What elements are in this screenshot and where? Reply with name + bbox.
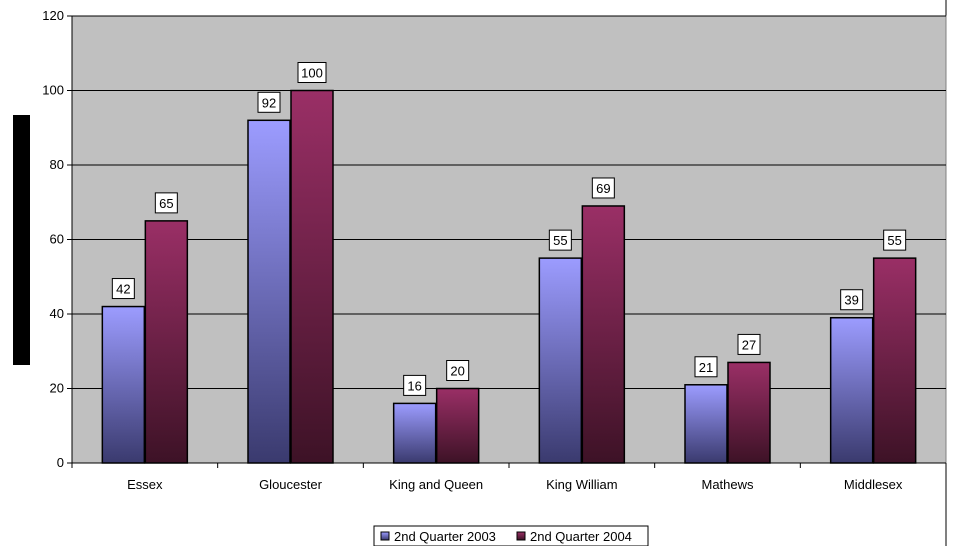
gridlines [72, 15, 946, 389]
bar-2003 [538, 257, 583, 464]
data-label: 92 [262, 95, 276, 110]
bar-2004 [872, 257, 917, 464]
bar-2004 [727, 361, 771, 464]
bars [101, 89, 917, 464]
legend: 2nd Quarter 2003 2nd Quarter 2004 [373, 525, 649, 546]
y-tick-label: 40 [50, 306, 64, 321]
bar-2003 [829, 316, 874, 464]
data-label-box [403, 374, 427, 396]
data-label: 20 [450, 364, 464, 379]
category-label: Mathews [701, 477, 754, 492]
data-label-box [257, 91, 281, 113]
data-label: 55 [887, 233, 901, 248]
y-tick-label: 0 [57, 455, 64, 470]
data-label-box [548, 229, 572, 251]
y-tick-label: 80 [50, 157, 64, 172]
data-label-box [883, 229, 907, 251]
y-tick-label: 20 [50, 381, 64, 396]
data-label: 27 [742, 337, 756, 352]
data-label: 39 [844, 293, 858, 308]
y-tick-label: 100 [42, 83, 64, 98]
category-label: King William [546, 477, 618, 492]
category-labels: Essex Gloucester King and Queen King Willia… [127, 477, 903, 492]
legend-box [373, 525, 649, 546]
legend-label-2003: 2nd Quarter 2003 [394, 529, 496, 544]
y-tick-label: 60 [50, 232, 64, 247]
bar-2003 [684, 384, 728, 464]
bar-2004 [581, 205, 626, 464]
legend-label-2004: 2nd Quarter 2004 [530, 529, 632, 544]
data-label: 55 [553, 233, 567, 248]
data-label-box [737, 333, 761, 355]
category-label: Essex [127, 477, 163, 492]
data-label-box [694, 356, 718, 378]
data-label: 65 [159, 196, 173, 211]
bar-2003 [101, 305, 146, 464]
data-label: 100 [301, 66, 323, 81]
bar-2004 [144, 220, 189, 464]
category-label: King and Queen [389, 477, 483, 492]
bar-2003 [392, 402, 437, 464]
data-label: 21 [699, 360, 713, 375]
data-label-box [840, 289, 864, 311]
data-label: 69 [596, 181, 610, 196]
data-label: 42 [116, 282, 130, 297]
data-label-box [297, 62, 327, 83]
axes: 0 20 40 60 80 100 120 [42, 8, 947, 470]
legend-swatch-2003 [380, 531, 390, 541]
legend-swatch-2004 [516, 531, 526, 541]
left-black-bar [13, 115, 30, 365]
bar-2004 [290, 89, 334, 464]
data-label-box [111, 278, 135, 300]
data-label: 16 [407, 378, 421, 393]
bar-2003 [247, 119, 291, 464]
data-labels: 42 65 92 100 16 20 55 69 21 27 39 55 [111, 62, 907, 396]
bar-2004 [435, 387, 480, 464]
y-tick-label: 120 [42, 8, 64, 23]
category-label: Gloucester [259, 477, 323, 492]
data-label-box [154, 192, 178, 214]
category-label: Middlesex [844, 477, 903, 492]
data-label-box [446, 360, 470, 381]
data-label-box [591, 177, 615, 199]
